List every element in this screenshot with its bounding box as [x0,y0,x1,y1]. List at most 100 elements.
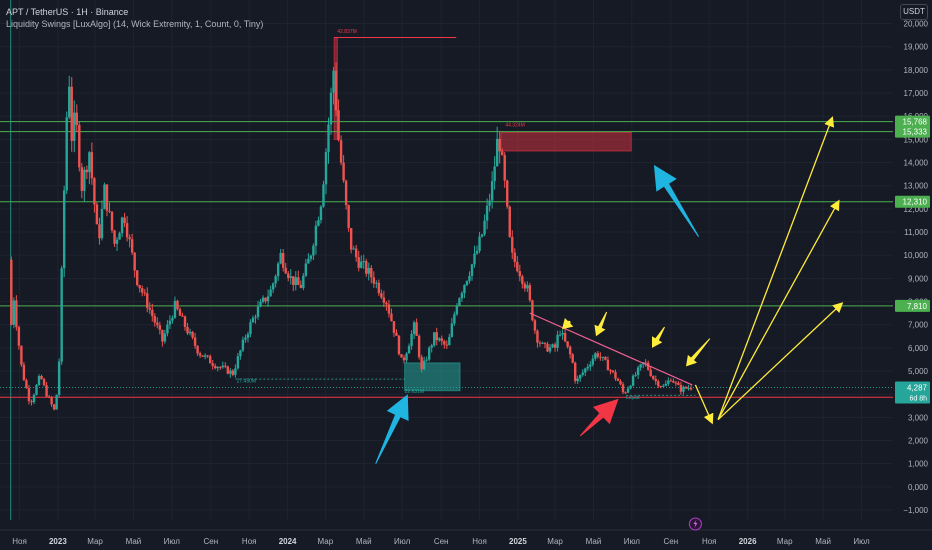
candle-body [526,285,529,289]
candle-body [241,339,245,351]
candle-body [269,289,272,297]
candle-body [15,300,18,328]
candle-body [231,370,235,375]
candle-body [216,367,219,369]
candle-body [314,225,318,246]
candle-body [420,357,423,370]
candle-body [508,206,511,237]
candle-body [95,204,99,225]
projection-target-line[interactable] [717,116,835,420]
projection-target-line[interactable] [717,199,840,420]
candle-body [191,331,194,338]
candle-body [17,327,21,346]
time-axis[interactable]: Ноя 2023 Мар Май Июл Сен Ноя 2024 Мар Май Июл Сен Но… [0,517,932,550]
candle-body [173,300,177,318]
candle-body [203,355,207,357]
candle-body [443,341,446,345]
candle-body [322,184,325,207]
candle-body [483,220,486,235]
candle-body [30,401,33,403]
price-level-tag[interactable] [895,125,930,138]
candle-body [463,284,466,294]
candle-body [327,124,330,153]
candle-body [188,331,192,334]
projection-drop-line[interactable] [694,384,714,425]
candle-body [427,347,431,360]
annotation-arrow[interactable] [579,398,619,437]
price-level-tag-label: 15,333 [903,128,928,137]
candle-body [103,184,106,210]
price-level-tag[interactable] [895,299,930,312]
time-tick-label: 2024 [279,537,297,546]
annotation-arrow[interactable] [652,326,665,348]
symbol-title[interactable]: APT / TetherUS · 1H · Binance [6,7,129,17]
horizontal-levels[interactable] [0,121,893,398]
current-price-tag[interactable] [895,381,930,404]
candle-body [634,374,637,376]
candle-body [123,217,126,224]
price-tick-label: 9,000 [908,274,929,283]
price-tick-label: 5,000 [908,367,929,376]
time-tick-label: Мар [547,537,563,546]
candle-body [480,234,484,237]
candle-body [176,300,179,310]
time-tick-label: Июл [394,537,411,546]
candle-body [83,169,86,191]
candle-body [521,276,524,284]
candle-body [50,397,53,405]
candle-body [465,280,469,285]
candle-body [40,375,43,380]
candle-body [541,342,544,344]
candle-body [352,248,355,250]
candle-body [611,370,615,373]
price-axis[interactable]: −1,0000,0001,0002,0003,0004,0005,0006,00… [893,0,932,550]
price-tick-label: 3,000 [908,413,929,422]
candle-body [317,220,320,226]
candle-body [614,372,617,379]
candle-body [468,275,471,281]
candle-body [684,386,688,389]
candle-body [130,239,134,253]
candle-body [370,267,373,278]
candle-body [490,181,494,201]
candle-body [438,338,441,341]
price-level-tag[interactable] [895,195,930,208]
candle-body [226,366,230,374]
candle-body [543,342,547,344]
currency-button[interactable]: USDT [900,4,928,20]
annotation-arrow[interactable] [686,338,711,367]
price-level-tag[interactable] [895,115,930,128]
candle-body [266,296,270,302]
candle-body [256,306,260,317]
annotation-arrow[interactable] [375,394,409,464]
candle-body [584,368,587,373]
candle-body [400,354,403,358]
candle-body [287,273,290,278]
price-tick-label: −1,000 [903,506,928,515]
projection-target-line[interactable] [717,302,844,421]
candle-body [357,257,360,268]
candle-body [88,152,91,173]
candle-body [662,385,665,387]
candle-body [475,250,479,254]
lightning-icon [693,520,698,528]
indicator-label[interactable]: Liquidity Swings [LuxAlgo] (14, Wick Ext… [6,19,264,29]
candle-body [125,223,129,238]
candle-body [674,382,678,384]
candle-body [35,385,38,395]
candle-body [281,252,285,268]
candle-body [528,285,532,301]
candle-body [261,297,265,302]
candle-body [239,350,242,357]
annotation-arrows[interactable] [375,164,711,464]
drawing-lines[interactable] [529,116,844,425]
annotation-arrow[interactable] [653,164,699,237]
annotation-arrow[interactable] [594,311,608,337]
candle-body [576,378,579,382]
descending-trendline[interactable] [529,312,693,386]
annotation-arrow[interactable] [562,318,574,330]
candle-body [473,253,476,265]
candle-body [161,329,164,342]
candle-body [405,353,408,361]
